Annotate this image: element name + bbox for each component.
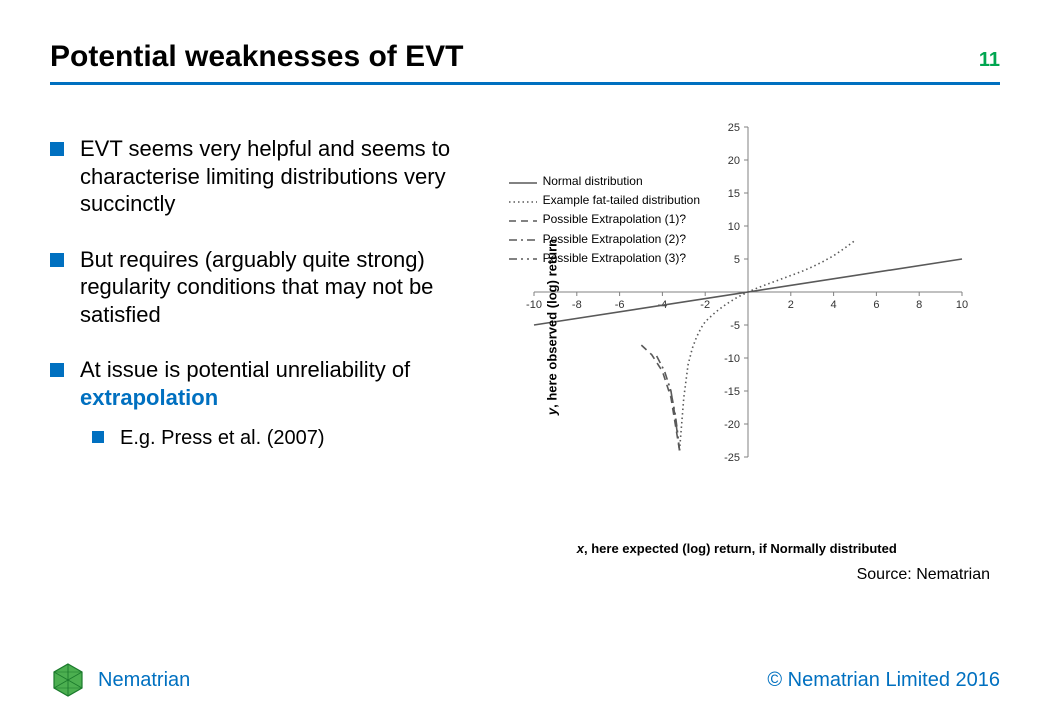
x-axis-label: x, here expected (log) return, if Normal… [474,541,1000,556]
legend-item: Example fat-tailed distribution [509,191,700,210]
chart-legend: Normal distributionExample fat-tailed di… [509,172,700,268]
svg-text:6: 6 [873,299,879,311]
svg-text:5: 5 [733,254,739,266]
legend-swatch [509,195,537,207]
slide-body: EVT seems very helpful and seems to char… [50,117,1000,584]
slide-title: Potential weaknesses of EVT [50,40,463,74]
legend-item: Normal distribution [509,172,700,191]
bullet-text: EVT seems very helpful and seems to char… [80,136,450,216]
slide-footer: Nematrian © Nematrian Limited 2016 [0,662,1040,698]
svg-text:-15: -15 [724,386,740,398]
svg-text:-20: -20 [724,419,740,431]
svg-text:-10: -10 [724,353,740,365]
legend-label: Normal distribution [543,172,643,191]
svg-text:10: 10 [727,221,739,233]
brand: Nematrian [50,662,190,698]
svg-text:20: 20 [727,155,739,167]
svg-text:-25: -25 [724,452,740,464]
sub-bullet-list: E.g. Press et al. (2007) [50,425,464,451]
legend-label: Possible Extrapolation (3)? [543,249,686,268]
x-axis-label-var: x [577,541,584,556]
svg-text:15: 15 [727,188,739,200]
bullet-list: EVT seems very helpful and seems to char… [50,135,464,411]
svg-text:8: 8 [916,299,922,311]
legend-swatch [509,214,537,226]
legend-swatch [509,176,537,188]
svg-text:10: 10 [955,299,967,311]
legend-label: Possible Extrapolation (1)? [543,210,686,229]
svg-text:-2: -2 [700,299,710,311]
page-number: 11 [979,49,1000,72]
bullet-highlight: extrapolation [80,385,218,410]
legend-label: Example fat-tailed distribution [543,191,700,210]
legend-swatch [509,233,537,245]
bullet-item: At issue is potential unreliability of e… [50,356,464,411]
sub-bullet-text: E.g. Press et al. (2007) [120,427,325,449]
slide: Potential weaknesses of EVT 11 EVT seems… [0,0,1040,720]
chart-column: y, here observed (log) return -25-20-15-… [474,117,1000,584]
chart-container: y, here observed (log) return -25-20-15-… [474,117,1000,537]
legend-item: Possible Extrapolation (1)? [509,210,700,229]
svg-text:-10: -10 [526,299,542,311]
svg-text:25: 25 [727,122,739,134]
svg-text:-6: -6 [614,299,624,311]
svg-text:-8: -8 [572,299,582,311]
svg-text:2: 2 [787,299,793,311]
brand-name: Nematrian [98,669,190,692]
bullet-text: At issue is potential unreliability of [80,357,410,382]
legend-item: Possible Extrapolation (3)? [509,249,700,268]
bullet-item: But requires (arguably quite strong) reg… [50,246,464,329]
bullet-text: But requires (arguably quite strong) reg… [80,247,433,327]
logo-icon [50,662,86,698]
chart-source: Source: Nematrian [474,566,1000,584]
bullets-column: EVT seems very helpful and seems to char… [50,117,464,584]
slide-header: Potential weaknesses of EVT 11 [50,40,1000,85]
x-axis-label-rest: , here expected (log) return, if Normall… [584,541,897,556]
sub-bullet-item: E.g. Press et al. (2007) [50,425,464,451]
legend-item: Possible Extrapolation (2)? [509,230,700,249]
copyright: © Nematrian Limited 2016 [767,669,1000,692]
bullet-item: EVT seems very helpful and seems to char… [50,135,464,218]
svg-text:-5: -5 [730,320,740,332]
y-axis-label-var: y [544,408,559,415]
svg-text:4: 4 [830,299,836,311]
legend-swatch [509,252,537,264]
legend-label: Possible Extrapolation (2)? [543,230,686,249]
